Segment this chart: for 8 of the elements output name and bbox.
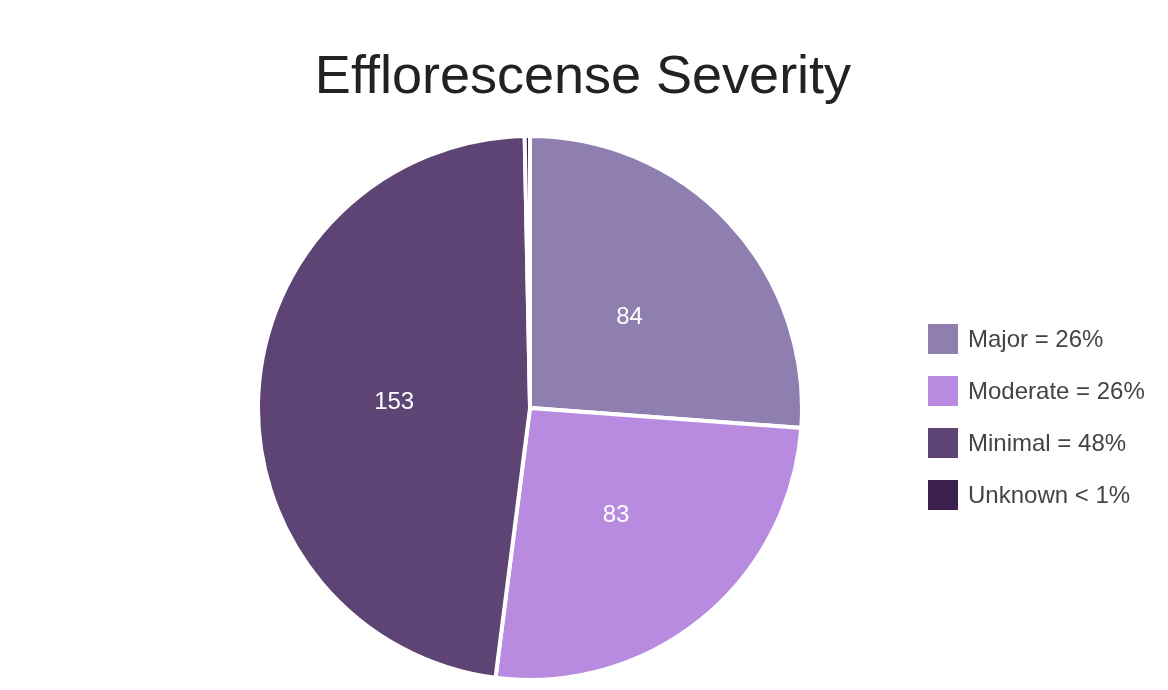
chart-title: Efflorescense Severity	[313, 43, 853, 105]
legend-label: Unknown < 1%	[968, 481, 1131, 509]
data-label: 153	[374, 387, 415, 415]
legend-label: Moderate = 26%	[968, 377, 1145, 405]
legend-label: Minimal = 48%	[968, 429, 1127, 457]
data-label: 83	[602, 499, 630, 527]
legend-label: Major = 26%	[968, 325, 1104, 353]
data-label: 84	[616, 301, 643, 329]
